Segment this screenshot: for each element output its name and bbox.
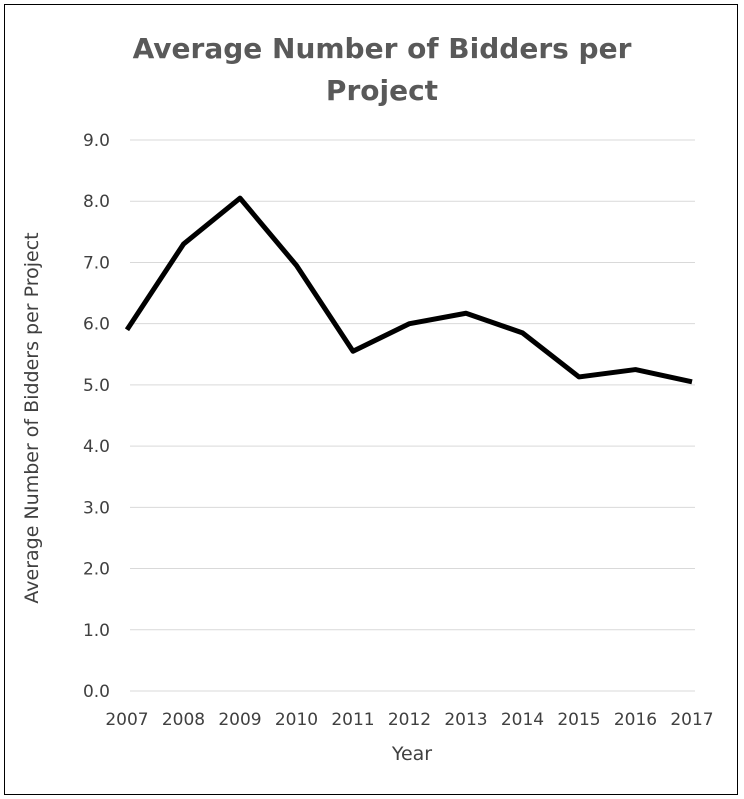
- y-axis-ticks: 0.0 1.0 2.0 3.0 4.0 5.0 6.0 7.0 8.0 9.0: [83, 131, 110, 702]
- y-tick-label: 8.0: [83, 192, 110, 212]
- x-tick-label: 2007: [105, 710, 148, 730]
- chart-title-line-2: Project: [326, 74, 438, 107]
- y-tick-label: 0.0: [83, 682, 110, 702]
- x-axis-ticks: 2007 2008 2009 2010 2011 2012 2013 2014 2015 2016…: [105, 710, 713, 730]
- y-tick-label: 2.0: [83, 560, 110, 580]
- chart-title-line-1: Average Number of Bidders per: [133, 32, 632, 65]
- y-tick-label: 1.0: [83, 621, 110, 641]
- series-line: [124, 195, 693, 385]
- x-tick-label: 2016: [614, 710, 657, 730]
- x-tick-label: 2017: [670, 710, 713, 730]
- plot-area: [124, 195, 693, 385]
- y-tick-label: 6.0: [83, 315, 110, 335]
- y-tick-label: 4.0: [83, 437, 110, 457]
- x-tick-label: 2013: [444, 710, 487, 730]
- y-tick-label: 9.0: [83, 131, 110, 151]
- x-tick-label: 2009: [218, 710, 261, 730]
- x-tick-label: 2010: [275, 710, 318, 730]
- chart-frame: [4, 4, 738, 795]
- x-tick-label: 2008: [162, 710, 205, 730]
- x-tick-label: 2015: [557, 710, 600, 730]
- y-axis-title: Average Number of Bidders per Project: [21, 232, 43, 603]
- y-tick-label: 5.0: [83, 376, 110, 396]
- x-tick-label: 2011: [331, 710, 374, 730]
- gridlines: [130, 139, 695, 692]
- x-tick-label: 2012: [388, 710, 431, 730]
- x-axis-title: Year: [391, 743, 432, 765]
- x-tick-label: 2014: [501, 710, 544, 730]
- y-tick-label: 3.0: [83, 498, 110, 518]
- y-tick-label: 7.0: [83, 253, 110, 273]
